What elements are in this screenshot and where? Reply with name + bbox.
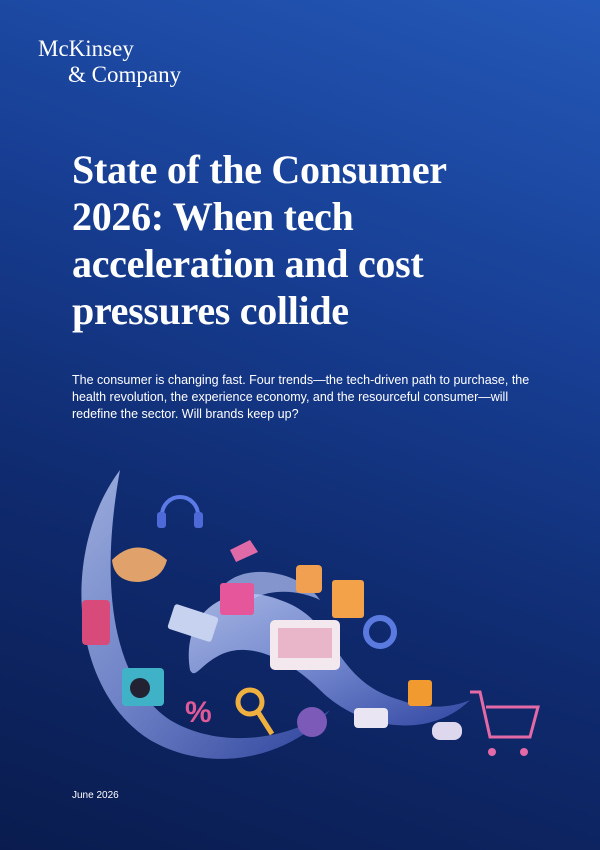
title-line: acceleration and cost — [72, 241, 424, 286]
film-reel — [297, 707, 327, 737]
card-reader — [82, 600, 110, 645]
logo: McKinsey & Company — [38, 36, 181, 88]
illustration: % — [81, 470, 540, 759]
subtitle: The consumer is changing fast. Four tren… — [72, 373, 530, 421]
keyboard — [167, 604, 219, 642]
title: State of the Consumer 2026: When tech ac… — [72, 146, 447, 334]
hat — [112, 547, 167, 582]
headphones — [194, 512, 203, 528]
title-line: 2026: When tech — [72, 194, 354, 239]
calculator — [296, 565, 322, 593]
record — [130, 678, 150, 698]
title-line: pressures collide — [72, 288, 349, 333]
camera — [354, 708, 388, 728]
percent-icon: % — [185, 696, 212, 729]
shoe — [230, 540, 258, 562]
date: June 2026 — [72, 790, 119, 801]
cart-wheel — [488, 748, 496, 756]
game-controller — [432, 722, 462, 740]
magnifier — [255, 710, 275, 736]
shopping-bag — [220, 583, 254, 615]
watch — [363, 615, 397, 649]
logo-line: McKinsey — [38, 36, 134, 61]
cart-wheel — [520, 748, 528, 756]
popcorn — [332, 580, 364, 618]
headphones — [157, 512, 166, 528]
laptop-screen — [278, 628, 332, 658]
headphones — [160, 495, 200, 516]
title-line: State of the Consumer — [72, 147, 447, 192]
bag-small — [408, 680, 432, 706]
magnifier — [235, 687, 265, 717]
shopping-cart — [470, 690, 540, 739]
logo-line: & Company — [68, 62, 182, 87]
